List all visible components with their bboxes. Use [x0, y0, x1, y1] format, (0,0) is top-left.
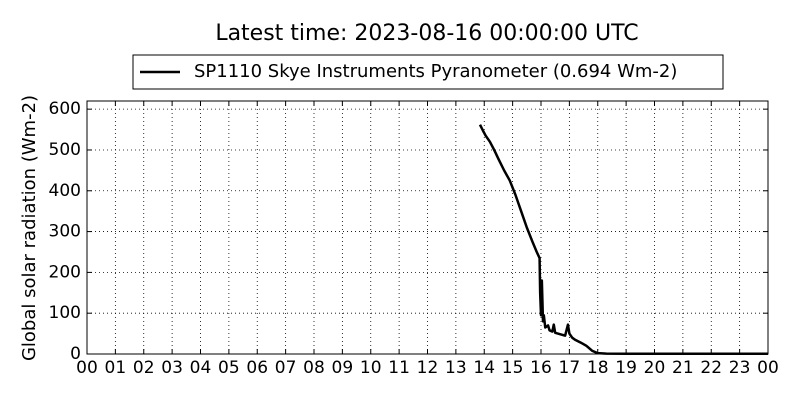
y-tick-label: 300 — [49, 222, 81, 242]
x-tick-label: 19 — [615, 358, 637, 378]
data-line — [478, 124, 768, 355]
x-tick-label: 21 — [672, 358, 694, 378]
x-tick-label: 02 — [133, 358, 155, 378]
x-tick-label: 17 — [559, 358, 581, 378]
x-tick-label: 00 — [76, 358, 98, 378]
x-tick-label: 13 — [445, 358, 467, 378]
y-tick-label: 0 — [70, 344, 81, 364]
y-tick-label: 600 — [49, 99, 81, 119]
x-tick-label: 03 — [161, 358, 183, 378]
x-tick-label: 22 — [700, 358, 722, 378]
x-tick-label: 10 — [360, 358, 382, 378]
x-tick-label: 18 — [587, 358, 609, 378]
x-tick-label: 00 — [757, 358, 779, 378]
x-tick-label: 07 — [275, 358, 297, 378]
x-tick-label: 11 — [388, 358, 410, 378]
plot-frame — [86, 100, 769, 355]
x-tick-label: 12 — [417, 358, 439, 378]
x-tick-label: 16 — [530, 358, 552, 378]
x-tick-label: 15 — [502, 358, 524, 378]
x-tick-label: 14 — [473, 358, 495, 378]
x-tick-label: 05 — [218, 358, 240, 378]
x-tick-label: 04 — [190, 358, 212, 378]
x-tick-label: 20 — [644, 358, 666, 378]
legend-label: SP1110 Skye Instruments Pyranometer (0.6… — [194, 61, 677, 82]
x-tick-label: 06 — [246, 358, 268, 378]
x-tick-label: 01 — [105, 358, 127, 378]
x-tick-label: 09 — [332, 358, 354, 378]
y-tick-label: 500 — [49, 140, 81, 160]
x-tick-label: 23 — [729, 358, 751, 378]
y-tick-label: 100 — [49, 303, 81, 323]
y-axis-label: Global solar radiation (Wm-2) — [19, 95, 40, 361]
legend-box — [132, 54, 724, 90]
y-tick-label: 400 — [49, 181, 81, 201]
y-tick-label: 200 — [49, 262, 81, 282]
x-tick-label: 08 — [303, 358, 325, 378]
chart-title: Latest time: 2023-08-16 00:00:00 UTC — [215, 21, 638, 46]
